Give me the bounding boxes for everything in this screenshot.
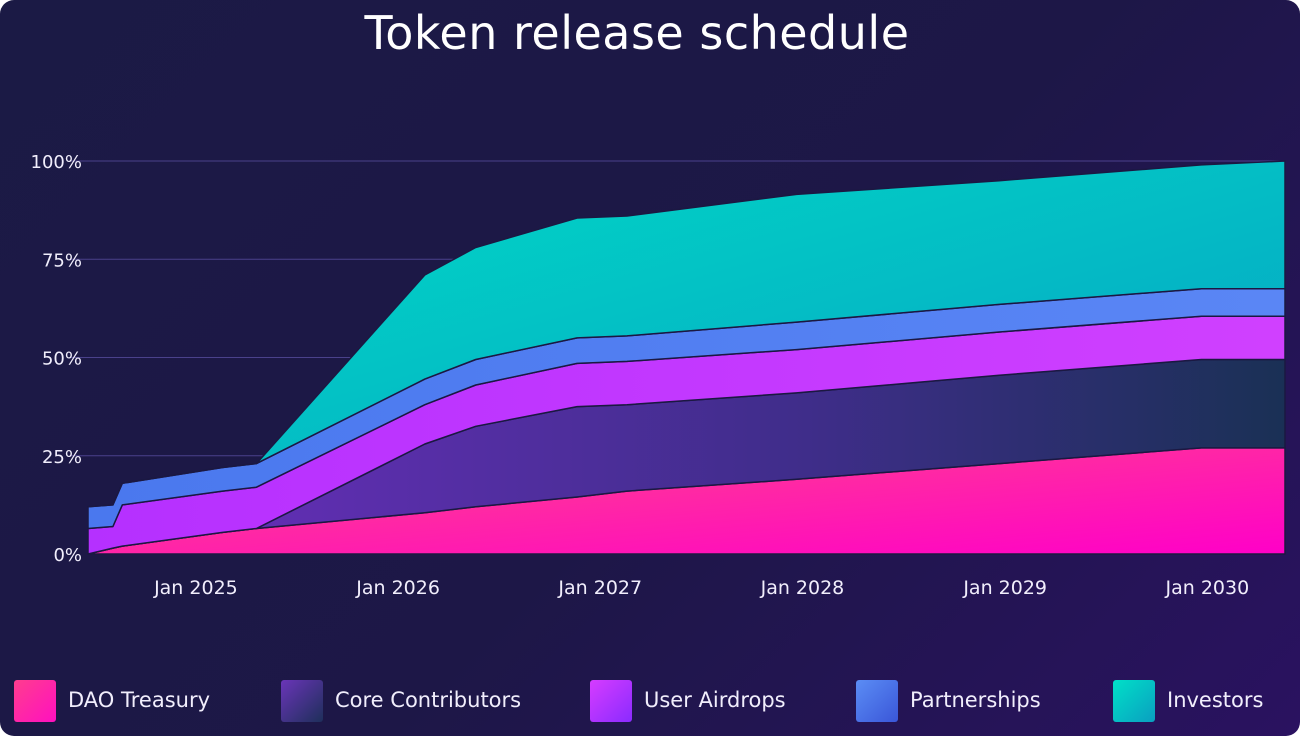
legend-label: Partnerships bbox=[910, 688, 1041, 712]
legend-swatch bbox=[281, 680, 323, 722]
x-tick-label: Jan 2030 bbox=[1165, 577, 1250, 599]
y-tick-label: 75% bbox=[42, 250, 82, 271]
y-tick-label: 25% bbox=[42, 447, 82, 468]
legend-swatch bbox=[856, 680, 898, 722]
x-tick-label: Jan 2026 bbox=[355, 577, 440, 599]
y-tick-label: 50% bbox=[42, 349, 82, 370]
legend-label: Investors bbox=[1167, 688, 1264, 712]
legend-swatch bbox=[1113, 680, 1155, 722]
x-tick-label: Jan 2028 bbox=[760, 577, 845, 599]
legend: DAO Treasury Core Contributors User Aird… bbox=[0, 680, 1300, 726]
chart-title: Token release schedule bbox=[364, 6, 910, 60]
area-chart: 0% 25% 50% 75% 100% Jan 2025 Jan 2026 Jan 2027 J… bbox=[31, 152, 1286, 599]
legend-label: DAO Treasury bbox=[68, 688, 211, 712]
legend-swatch bbox=[590, 680, 632, 722]
x-tick-label: Jan 2029 bbox=[962, 577, 1047, 599]
area-investors bbox=[87, 160, 1286, 508]
y-tick-label: 100% bbox=[31, 152, 82, 173]
legend-label: User Airdrops bbox=[644, 688, 786, 712]
legend-swatch bbox=[14, 680, 56, 722]
y-tick-label: 0% bbox=[53, 545, 82, 566]
legend-label: Core Contributors bbox=[335, 688, 522, 712]
x-tick-label: Jan 2025 bbox=[153, 577, 238, 599]
x-tick-label: Jan 2027 bbox=[557, 577, 642, 599]
